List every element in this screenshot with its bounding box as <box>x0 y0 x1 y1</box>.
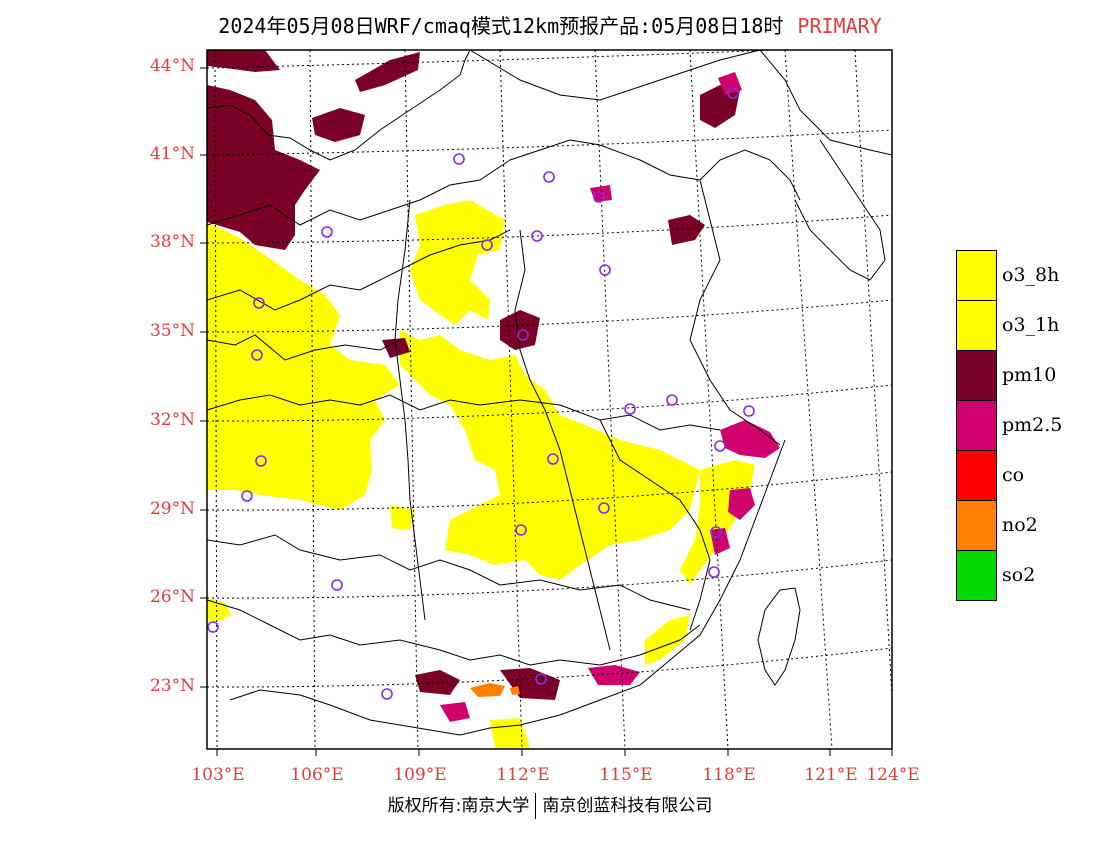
station-marker <box>241 490 253 502</box>
footer-divider <box>535 793 537 819</box>
lat-label-23: 23°N <box>149 676 195 696</box>
graticule <box>207 50 892 749</box>
pm10-region-ningxia <box>312 108 365 142</box>
station-marker <box>321 226 333 238</box>
legend-swatch <box>956 400 997 451</box>
legend-label: pm10 <box>1002 364 1057 386</box>
station-marker <box>666 394 678 406</box>
station-marker <box>515 524 527 536</box>
legend-swatch <box>956 500 997 551</box>
pm25-region-guangdong-east <box>588 665 640 685</box>
legend-swatch <box>956 550 997 601</box>
pm25-region-guangxi <box>440 702 470 722</box>
legend-label: co <box>1002 464 1025 486</box>
lon-label-124: 124°E <box>866 765 920 785</box>
station-marker <box>714 440 726 452</box>
pm10-region-north <box>207 50 280 72</box>
lat-label-41: 41°N <box>149 144 195 164</box>
pm10-region-mongolia-strip <box>355 52 420 92</box>
o3-region-west <box>207 222 400 510</box>
pm10-region-hebei <box>668 215 705 245</box>
station-marker <box>708 566 720 578</box>
o3-region-border <box>207 598 232 622</box>
pm10-region-henan <box>500 310 540 350</box>
station-marker <box>531 230 543 242</box>
lon-label-115: 115°E <box>599 765 653 785</box>
pm25-region-zhejiang <box>728 488 755 520</box>
copyright-footer: 版权所有:南京大学 南京创蓝科技有限公司 <box>0 791 1100 819</box>
station-marker <box>547 453 559 465</box>
lon-label-118: 118°E <box>702 765 756 785</box>
station-marker <box>381 688 393 700</box>
station-marker <box>331 579 343 591</box>
station-marker <box>543 171 555 183</box>
station-marker <box>593 191 605 203</box>
lat-label-38: 38°N <box>149 232 195 252</box>
province-boundaries <box>207 50 892 736</box>
o3-region-guangdong <box>490 718 530 748</box>
axis-ticks <box>200 67 893 756</box>
legend-label: no2 <box>1002 514 1038 536</box>
station-marker <box>255 455 267 467</box>
legend-label: so2 <box>1002 564 1036 586</box>
lat-label-35: 35°N <box>149 321 195 341</box>
station-marker <box>453 153 465 165</box>
station-marker <box>743 405 755 417</box>
no2-region-guangdong-small <box>510 686 520 695</box>
taiwan-outline <box>757 587 801 686</box>
station-marker <box>599 264 611 276</box>
station-marker <box>535 673 547 685</box>
lon-label-112: 112°E <box>496 765 550 785</box>
lon-label-109: 109°E <box>393 765 447 785</box>
no2-region-guangdong <box>470 683 505 697</box>
legend-swatch <box>956 350 997 401</box>
pm25-region-shanghai <box>720 420 780 458</box>
lon-label-103: 103°E <box>191 765 245 785</box>
station-marker <box>624 403 636 415</box>
station-marker <box>727 87 739 99</box>
pm10-region-liaoning <box>700 85 740 128</box>
lat-label-26: 26°N <box>149 587 195 607</box>
station-marker <box>253 297 265 309</box>
pm10-region-guangxi <box>415 670 460 695</box>
liaoning-coast <box>699 149 801 201</box>
legend-swatch <box>956 450 997 501</box>
legend-label: o3_1h <box>1002 314 1060 336</box>
korea-coast <box>794 139 886 281</box>
pm25-region-fujian <box>710 528 730 555</box>
legend-label: o3_8h <box>1002 264 1060 286</box>
station-marker <box>517 329 529 341</box>
copyright-owner: 版权所有:南京大学 <box>387 796 530 816</box>
lon-label-121: 121°E <box>804 765 858 785</box>
pm25-region-hebei <box>590 185 612 202</box>
map-frame <box>206 49 893 750</box>
map-title-text: 2024年05月08日WRF/cmaq模式12km预报产品:05月08日18时 <box>218 14 784 38</box>
o3-region-south <box>570 480 675 535</box>
o3-region-guizhou <box>390 505 415 530</box>
station-markers <box>207 87 755 700</box>
map-title: 2024年05月08日WRF/cmaq模式12km预报产品:05月08日18时 P… <box>0 10 1100 39</box>
station-marker <box>710 526 722 538</box>
o3-region-shaanxi <box>410 200 505 325</box>
lat-label-44: 44°N <box>149 56 195 76</box>
legend-swatch <box>956 300 997 351</box>
station-marker <box>251 349 263 361</box>
o3-region-layer <box>207 200 755 748</box>
station-marker <box>598 502 610 514</box>
station-marker <box>207 621 219 633</box>
pm10-region-guangdong <box>500 668 560 700</box>
station-marker <box>481 239 493 251</box>
lat-label-32: 32°N <box>149 410 195 430</box>
pm10-region-inner-mongolia <box>207 85 320 250</box>
lat-label-29: 29°N <box>149 499 195 519</box>
lon-label-106: 106°E <box>290 765 344 785</box>
copyright-company: 南京创蓝科技有限公司 <box>542 796 713 816</box>
primary-tag: PRIMARY <box>797 14 882 38</box>
legend-swatch <box>956 250 997 301</box>
legend-label: pm2.5 <box>1002 414 1063 436</box>
o3-region-coast <box>645 615 690 665</box>
